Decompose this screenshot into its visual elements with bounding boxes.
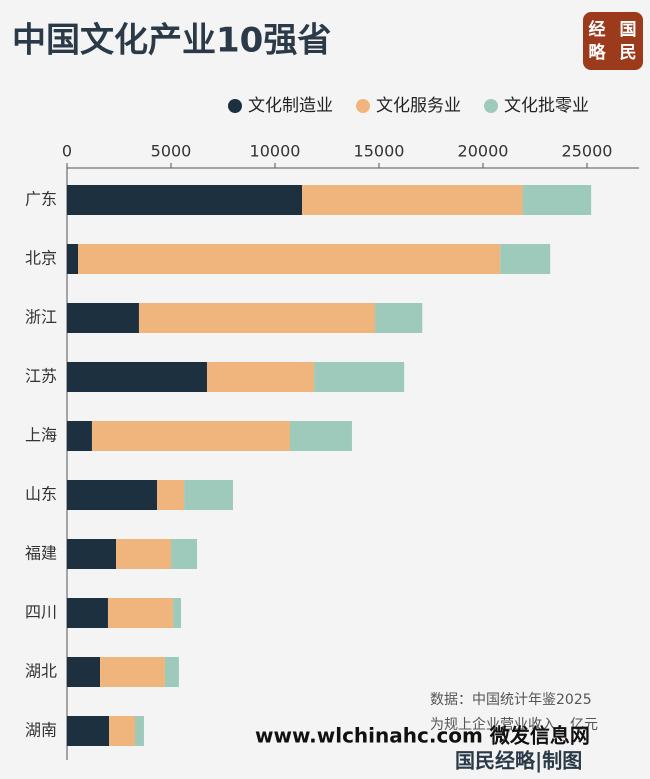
y-tick-label: 北京 xyxy=(25,249,57,268)
y-tick-label: 上海 xyxy=(25,426,57,445)
plot: 文化制造业 文化服务业 文化批零业 0 5000 10000 15000 20000 25000… xyxy=(25,96,639,760)
bar-segment xyxy=(67,598,108,628)
logo-text: 经 xyxy=(589,19,606,40)
bar-segment xyxy=(206,362,315,392)
legend-label: 文化制造业 xyxy=(248,96,333,116)
bar-segment xyxy=(91,421,290,451)
bar-segment xyxy=(67,480,158,510)
bar-segment xyxy=(67,185,303,215)
bar-segment xyxy=(173,598,181,628)
bar-segment xyxy=(522,185,592,215)
x-tick-label: 10000 xyxy=(250,142,301,161)
y-tick-label: 山东 xyxy=(25,485,57,504)
logo-text: 民 xyxy=(620,43,637,63)
bar-segment xyxy=(302,185,523,215)
watermark: www.wlchinahc.com 微发信息网 xyxy=(255,724,590,748)
y-tick-label: 福建 xyxy=(25,544,57,563)
bar-segment xyxy=(107,598,174,628)
bar-segment xyxy=(164,657,179,687)
y-tick-label: 湖北 xyxy=(25,662,57,681)
x-tick-label: 20000 xyxy=(458,142,509,161)
bar-segment xyxy=(184,480,233,510)
bar-segment xyxy=(375,303,423,333)
bar-segment xyxy=(67,421,92,451)
x-tick-label: 25000 xyxy=(562,142,613,161)
bar-segment xyxy=(500,244,551,274)
bar-segment xyxy=(314,362,405,392)
bar-segment xyxy=(67,303,139,333)
y-tick-label: 湖南 xyxy=(25,721,57,740)
y-tick-label: 广东 xyxy=(25,190,57,209)
bar-segment xyxy=(78,244,501,274)
logo xyxy=(583,12,643,70)
bar-segment xyxy=(138,303,376,333)
y-tick-label: 江苏 xyxy=(25,367,57,386)
legend-label: 文化服务业 xyxy=(376,96,461,116)
y-tick-label: 四川 xyxy=(25,603,57,622)
bar-segment xyxy=(135,716,144,746)
bar-segment xyxy=(67,716,110,746)
unit-note: 为规上企业营业收入，亿元 xyxy=(430,716,598,733)
bar-segment xyxy=(67,657,101,687)
bar-segment xyxy=(100,657,165,687)
credit: 国民经略|制图 xyxy=(455,749,582,773)
source-note: 数据：中国统计年鉴2025 xyxy=(430,692,592,708)
x-tick-label: 5000 xyxy=(151,142,192,161)
chart-title: 中国文化产业10强省 xyxy=(12,21,331,61)
logo-text: 略 xyxy=(589,42,607,63)
legend-marker xyxy=(228,99,242,113)
bar-segment xyxy=(171,539,197,569)
bar-segment xyxy=(67,362,207,392)
y-tick-label: 浙江 xyxy=(25,308,57,327)
bar-segment xyxy=(109,716,136,746)
bar-segment xyxy=(67,539,117,569)
x-tick-label: 15000 xyxy=(354,142,405,161)
x-tick-label: 0 xyxy=(62,142,72,161)
legend-marker xyxy=(484,99,498,113)
bar-segment xyxy=(67,244,79,274)
legend-label: 文化批零业 xyxy=(504,96,589,116)
bar-segment xyxy=(289,421,352,451)
logo-text: 国 xyxy=(620,20,637,40)
legend-marker xyxy=(356,99,370,113)
bar-segment xyxy=(116,539,171,569)
bar-segment xyxy=(157,480,185,510)
